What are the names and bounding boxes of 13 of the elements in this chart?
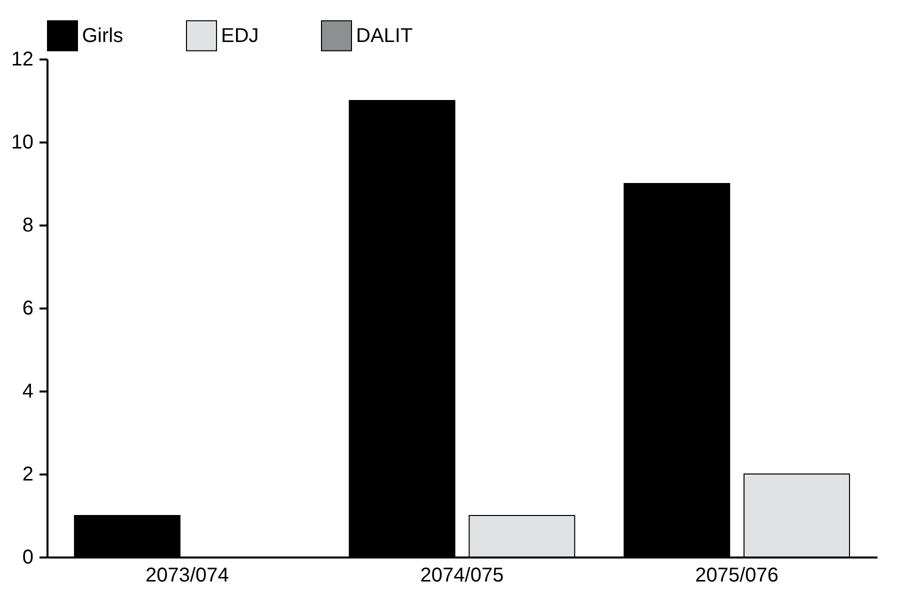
legend-label: Girls — [82, 24, 124, 47]
y-tick-label: 6 — [22, 298, 34, 320]
y-tick-label: 4 — [22, 380, 34, 402]
y-tick-label: 12 — [11, 48, 34, 70]
x-tick-label: 2075/076 — [695, 564, 779, 586]
x-tick-label: 2074/075 — [420, 564, 504, 586]
legend-label: EDJ — [221, 24, 259, 47]
y-tick-label: 10 — [11, 132, 34, 154]
x-tick-label: 2073/074 — [145, 564, 229, 586]
y-tick-label: 0 — [22, 546, 34, 568]
legend-label: DALIT — [356, 24, 413, 47]
y-tick-label: 8 — [22, 214, 34, 236]
y-tick-label: 2 — [22, 464, 34, 486]
